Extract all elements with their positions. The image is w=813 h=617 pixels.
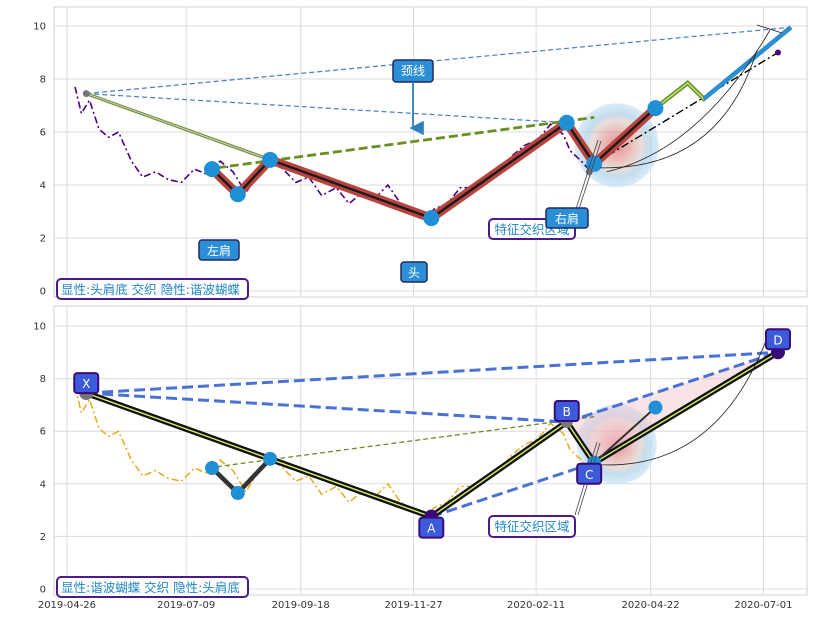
right-shoulder-label: 右肩 [555, 211, 579, 226]
neck-label: 颈线 [401, 64, 425, 78]
x-tick-label: 2020-04-22 [622, 600, 680, 611]
pattern-point-5 [586, 155, 603, 172]
bottom-status-box [56, 576, 249, 598]
top-ytick-label: 2 [40, 234, 46, 245]
top-status-box [56, 278, 249, 300]
top-panel: 0 2 4 6 8 10 [33, 6, 808, 298]
x-tick-label: 2019-11-27 [385, 600, 443, 611]
head-label: 头 [408, 266, 420, 280]
bot-ytick-label: 8 [40, 374, 46, 385]
hs-extension [593, 406, 657, 464]
top-ytick-label: 0 [40, 287, 46, 298]
x-tick-label: 2019-09-18 [272, 600, 330, 611]
top-connector-1 [600, 49, 758, 169]
xabcd-label-box-a [418, 516, 445, 539]
bot-plot-frame [53, 305, 808, 596]
xabcd-dashed-0 [86, 350, 779, 395]
projection-final-leg [702, 25, 793, 101]
price-series-bottom [74, 386, 592, 517]
bot-ytick-label: 6 [40, 427, 46, 438]
hidden-x-dot [82, 90, 90, 98]
zone-note-box-bottom [488, 515, 576, 538]
xabcd-label-box-d [764, 328, 791, 351]
hs-point-1 [230, 486, 245, 501]
top-ytick-label: 6 [40, 128, 46, 139]
pattern-point-0 [204, 161, 221, 178]
xabcd-dashed-1 [86, 391, 567, 424]
x-tick-label: 2020-07-01 [734, 600, 792, 611]
hs-point-0 [205, 461, 220, 476]
bot-panel: 0 2 4 6 8 10 [33, 305, 808, 596]
bcd-triangle [566, 352, 778, 463]
hidden-xb-line [86, 93, 567, 124]
bot-ytick-label: 2 [40, 532, 46, 543]
xabcd-label-x: X [82, 377, 90, 391]
left-shoulder-box [198, 239, 240, 261]
x-tick-label: 2019-07-09 [157, 600, 215, 611]
xabcd-label-box-c [576, 462, 603, 485]
zone-pointer-1 [574, 139, 599, 213]
head-box [400, 261, 428, 283]
target-line [593, 51, 779, 165]
x-tick-label: 2019-04-26 [38, 600, 96, 611]
top-status: 显性:头肩底 交织 隐性:谐波蝴蝶 [61, 282, 240, 297]
xabcd-label-c: C [585, 468, 593, 482]
top-connector-cap [756, 24, 783, 34]
hs-point-2 [263, 451, 278, 466]
pattern-point-4 [558, 114, 575, 131]
xabcd-dashed-2 [566, 350, 779, 424]
bot-ytick-label: 10 [33, 322, 46, 333]
top-ytick-label: 8 [40, 75, 46, 86]
pattern-point-2 [262, 151, 279, 168]
zone-pointer-2 [577, 140, 602, 213]
pattern-point-3 [423, 210, 440, 227]
top-connector-2 [606, 29, 771, 173]
xabcd-label-d: D [773, 333, 782, 347]
top-ytick-label: 10 [33, 22, 46, 33]
neckline [216, 116, 595, 170]
pattern-point-6 [647, 100, 664, 117]
xabcd-label-b: B [563, 405, 571, 419]
bottom-status: 显性:谐波蝴蝶 交织 隐性:头肩底 [61, 580, 240, 595]
xabcd-label-box-x [73, 372, 100, 395]
target-dot [774, 49, 781, 56]
x-tick-label: 2020-02-11 [507, 600, 565, 611]
zone-note-bottom: 特征交织区域 [494, 519, 569, 534]
right-shoulder-box [545, 207, 589, 229]
hidden-pattern-line-inner [85, 93, 271, 161]
hidden-upper-line [86, 26, 791, 95]
left-shoulder-label: 左肩 [207, 243, 231, 258]
top-ytick-label: 4 [40, 181, 46, 192]
xabcd-label-a: A [427, 522, 436, 536]
bot-ytick-label: 4 [40, 479, 46, 490]
bottom-connector-1 [600, 329, 771, 466]
top-plot-frame [53, 6, 808, 298]
bot-ytick-label: 0 [40, 585, 46, 596]
xabcd-dashed-3 [430, 461, 595, 519]
hs-point-end [648, 400, 663, 415]
xabcd-label-box-b [553, 399, 580, 422]
pattern-point-1 [229, 186, 246, 203]
